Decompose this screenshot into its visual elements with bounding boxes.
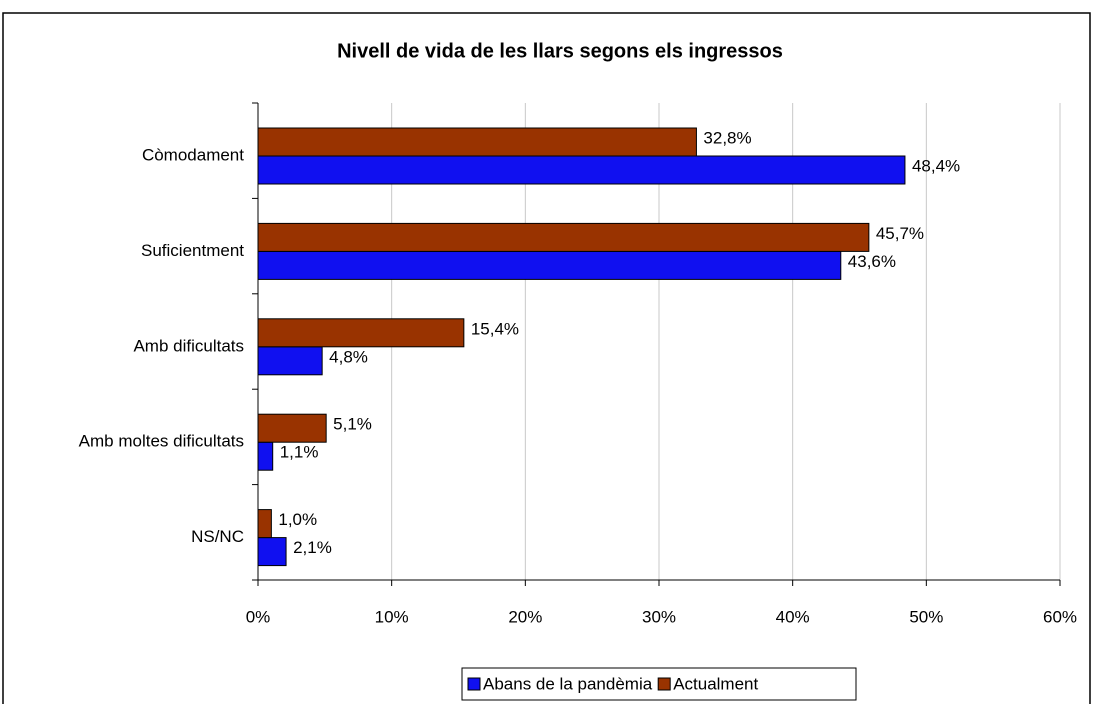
value-label: 5,1% <box>333 415 372 434</box>
y-tick-label: Suficientment <box>141 241 244 260</box>
y-tick-label: Amb moltes dificultats <box>79 432 244 451</box>
value-label: 43,6% <box>848 252 896 271</box>
value-label: 32,8% <box>703 128 751 147</box>
value-label: 2,1% <box>293 538 332 557</box>
legend-label: Abans de la pandèmia <box>483 674 653 693</box>
bar <box>257 509 272 539</box>
y-tick-label: NS/NC <box>191 527 244 546</box>
x-tick-label: 10% <box>375 607 409 626</box>
value-label: 45,7% <box>876 224 924 243</box>
bar <box>257 537 287 567</box>
x-tick-label: 0% <box>246 607 271 626</box>
bar <box>257 346 323 376</box>
x-tick-label: 60% <box>1043 607 1077 626</box>
y-tick-label: Amb dificultats <box>133 336 244 355</box>
bar <box>257 441 274 471</box>
y-tick-label: Còmodament <box>142 145 244 164</box>
bar <box>257 318 465 348</box>
bar <box>257 155 906 185</box>
bar <box>257 127 697 157</box>
value-label: 48,4% <box>912 156 960 175</box>
value-label: 1,0% <box>278 510 317 529</box>
value-label: 15,4% <box>471 319 519 338</box>
legend-swatch <box>467 677 481 691</box>
bar <box>257 413 327 443</box>
chart-frame <box>2 12 1091 704</box>
bar <box>257 250 842 280</box>
value-label: 1,1% <box>280 443 319 462</box>
x-tick-label: 50% <box>909 607 943 626</box>
x-tick-label: 40% <box>776 607 810 626</box>
legend-swatch <box>657 677 671 691</box>
x-tick-label: 20% <box>508 607 542 626</box>
value-label: 4,8% <box>329 347 368 366</box>
x-tick-label: 30% <box>642 607 676 626</box>
chart-title: Nivell de vida de les llars segons els i… <box>337 40 783 62</box>
bar <box>257 222 870 252</box>
legend-label: Actualment <box>673 674 758 693</box>
